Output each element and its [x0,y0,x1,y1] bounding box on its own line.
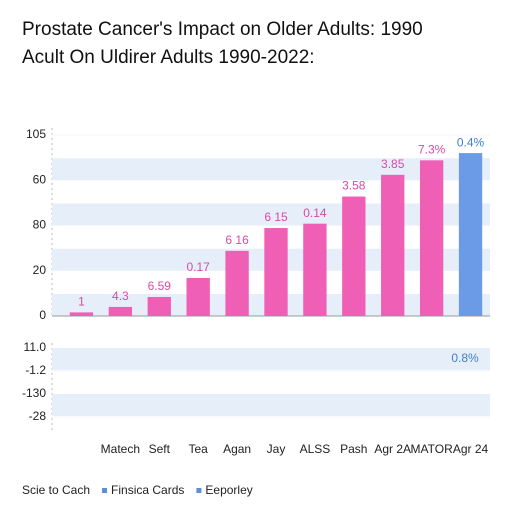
bar-label: 3.85 [381,157,405,171]
x-tick-label: Agan [223,442,251,456]
legend-swatch [102,488,108,493]
bar [69,312,94,316]
y-tick-label: 11.0 [24,340,47,354]
grid-band [52,203,490,226]
x-tick-label: Pash [340,442,367,456]
bar-label: 0.14 [303,206,327,220]
x-tick-label: Jay [267,442,286,456]
bar [303,223,327,316]
bar [186,277,210,316]
grid-band [52,348,490,370]
bar-label: 3.58 [342,179,366,193]
grid-band [52,394,490,416]
chart-title: Prostate Cancer's Impact on Older Adults… [22,19,423,40]
bar-label: 6 16 [225,233,249,247]
bar-label: 1 [78,295,85,309]
bar-label: 6.59 [148,279,172,293]
annotation: 0.8% [451,351,479,365]
legend-label: Finsica Cards [111,483,184,497]
y-tick-label: 105 [26,127,46,141]
grid-band [52,158,490,181]
y-tick-label: 80 [33,218,47,232]
x-tick-label: MATOR [411,442,454,456]
bar [342,196,366,316]
x-tick-label: Agr 24 [453,442,489,456]
y-tick-label: 20 [33,263,47,277]
y-tick-label: 0 [39,308,46,322]
chart-subtitle: Acult On Uldirer Adults 1990-2022: [22,47,315,68]
bar [108,306,133,316]
x-tick-label: ALSS [300,442,331,456]
y-tick-label: -1.2 [25,363,46,377]
bar [419,160,444,316]
bar [458,153,483,316]
bar-label: 4.3 [112,289,129,303]
bar-label: 6 15 [264,210,288,224]
legend-label: Eeporley [205,483,252,497]
x-tick-label: Agr 2A [374,442,411,456]
legend-label: Scie to Cach [22,483,90,497]
x-tick-label: Seft [149,442,171,456]
bar-label: 0.17 [187,260,211,274]
bar [381,174,405,316]
x-tick-label: Tea [189,442,209,456]
legend-swatch [196,488,202,493]
bar [147,296,171,316]
bar [264,228,288,316]
bar-label: 7.3% [418,143,446,157]
bar-label: 0.4% [457,135,485,149]
bar [225,250,249,316]
y-tick-label: -130 [22,386,46,400]
x-tick-label: Matech [101,442,140,456]
y-tick-label: 60 [33,172,47,186]
y-tick-label: -28 [29,409,47,423]
